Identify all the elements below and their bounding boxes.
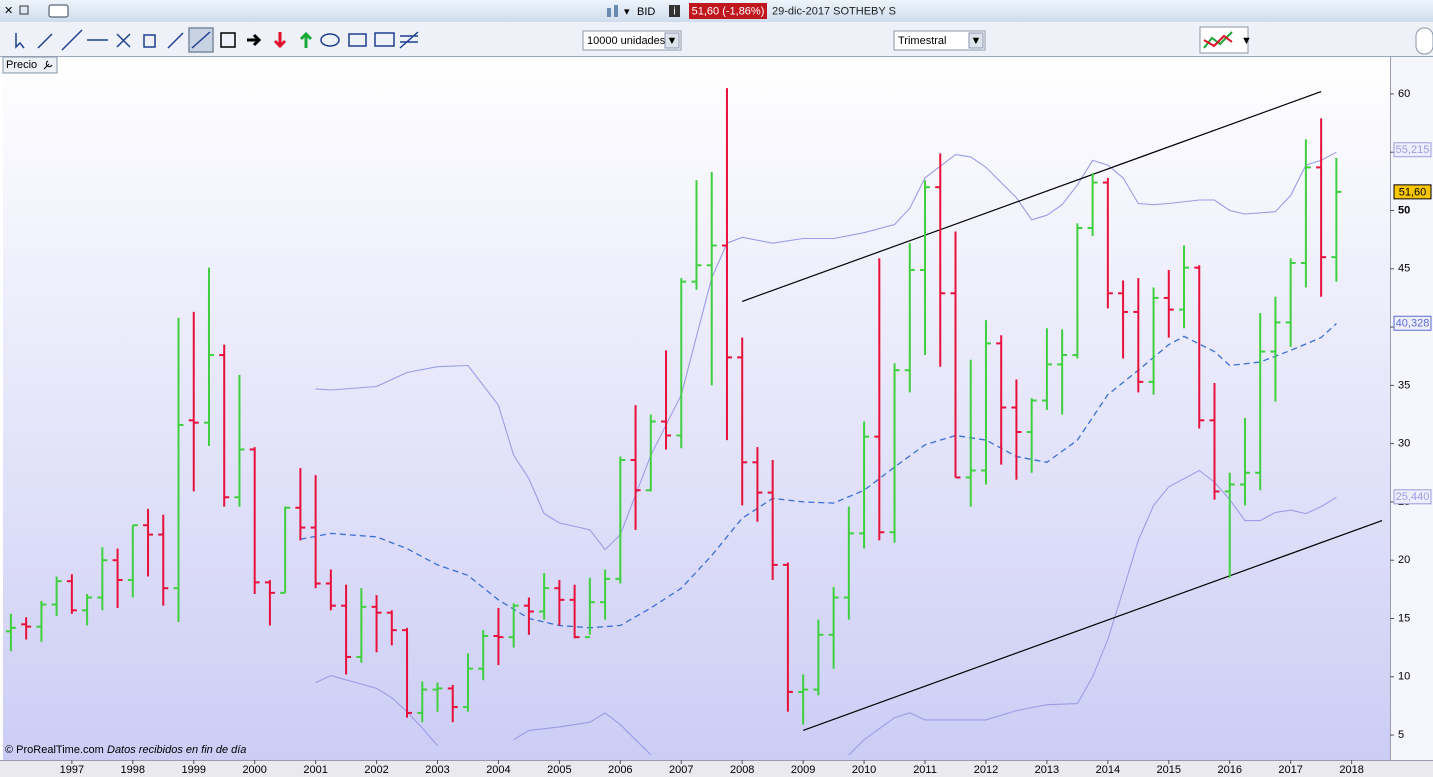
feed-label: BID [637,6,655,18]
quote-badge [689,3,767,19]
x-tick-label: 2011 [913,764,937,776]
dropdown-arrow[interactable]: ▾ [624,6,630,18]
period-select[interactable] [893,30,986,51]
side-button[interactable] [1415,27,1433,55]
close-icon[interactable]: ✕ [4,5,13,17]
x-tick-label: 2008 [730,764,754,776]
channel-tool[interactable] [167,32,184,49]
text-tool[interactable] [220,32,236,48]
caption: 29-dic-2017 SOTHEBY S [772,5,896,17]
wrench-icon[interactable] [43,60,53,70]
y-tick-label: 15 [1398,612,1410,624]
indicator-arrow: ▼ [1241,35,1252,47]
y-tick-label: 5 [1398,729,1404,741]
x-tick-label: 1997 [60,764,84,776]
ellipse-tool[interactable] [320,33,340,47]
y-tick-label: 35 [1398,379,1410,391]
line-tool[interactable] [61,29,83,51]
panel-label: Precio [6,59,37,71]
x-tick-label: 2005 [547,764,571,776]
price-badge-label: 40,328 [1396,318,1430,330]
x-tick-label: 2012 [974,764,998,776]
parallel-tool[interactable] [191,31,211,49]
x-axis-area [0,760,1433,777]
price-badge [1393,489,1432,505]
toolbar [0,22,1433,57]
x-tick-label: 1998 [121,764,145,776]
x-tick-label: 2016 [1217,764,1241,776]
plot-area [3,57,1390,760]
select-button[interactable] [664,32,680,49]
percent-tool[interactable] [374,32,395,47]
y-tick-label: 60 [1398,88,1410,100]
price-badge [1393,184,1432,200]
price-badge [1393,315,1432,331]
x-tick-label: 2002 [364,764,388,776]
x-tick-label: 2007 [669,764,693,776]
up-arrow-tool[interactable] [299,31,313,48]
trendline [742,91,1322,302]
trendline [802,520,1383,731]
pointer-tool[interactable] [15,33,25,49]
segment-tool[interactable] [37,33,53,49]
plot-layer [5,88,1383,756]
units-value: 10000 unidades [587,35,666,47]
keyboard-icon[interactable] [48,4,69,18]
restore-icon[interactable] [19,5,29,15]
y-tick-label: 30 [1398,438,1410,450]
y-tick-label: 50 [1398,204,1410,216]
x-tick-label: 2014 [1096,764,1120,776]
y-tick-label: 20 [1398,554,1410,566]
select-arrow: ▼ [667,35,678,47]
y-axis-area [1390,57,1433,760]
period-value: Trimestral [898,35,946,47]
candle-icon [607,8,611,17]
x-tick-label: 1999 [182,764,206,776]
x-tick-label: 2013 [1035,764,1059,776]
units-select[interactable] [582,30,682,51]
down-arrow-tool[interactable] [273,32,287,49]
footer-note: Datos recibidos en fin de día [107,744,246,756]
fan-tool[interactable] [399,31,419,49]
price-badge-label: 51,60 [1399,186,1427,198]
x-tick-label: 2015 [1157,764,1181,776]
x-tick-label: 2018 [1339,764,1363,776]
drawing-tools[interactable] [15,27,419,53]
indicator-line [513,712,652,756]
candle-icon [614,5,618,17]
info-icon[interactable] [669,5,680,17]
fib-tool[interactable] [116,33,131,48]
trash-tool[interactable] [143,34,156,48]
y-tick-label: 10 [1398,671,1410,683]
quote-text: 51,60 (-1,86%) [692,5,765,17]
x-tick-label: 2003 [425,764,449,776]
x-tick-label: 2009 [791,764,815,776]
y-tick-label: 45 [1398,263,1410,275]
indicator-icon [1203,34,1233,48]
x-tick-label: 2006 [608,764,632,776]
indicator-line [300,323,1337,629]
price-badge-label: 55,215 [1396,144,1430,156]
rect-tool[interactable] [348,33,367,47]
indicator-line [315,675,438,746]
panel-label-box[interactable] [2,56,58,74]
x-tick-label: 2004 [486,764,510,776]
select-button[interactable] [968,32,984,49]
x-tick-label: 2010 [852,764,876,776]
select-arrow: ▼ [971,35,982,47]
info-glyph: i [673,5,675,17]
indicator-line [848,469,1337,756]
arrow-tool[interactable] [247,33,262,47]
indicator-line [315,151,1337,551]
x-tick-label: 2001 [303,764,327,776]
x-tick-label: 2017 [1278,764,1302,776]
copyright: © ProRealTime.com [5,744,104,756]
price-badge-label: 25,440 [1396,491,1430,503]
price-badge [1393,142,1432,158]
x-tick-label: 2000 [242,764,266,776]
